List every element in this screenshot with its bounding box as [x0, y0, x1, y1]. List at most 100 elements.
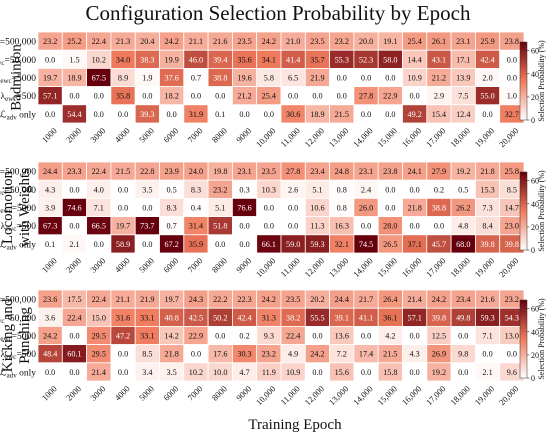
cell-value-label: 37.1	[407, 240, 421, 249]
cell-value-label: 27.8	[286, 167, 300, 176]
cell-value-label: 24.4	[43, 167, 57, 176]
cell-value-label: 0.0	[191, 92, 201, 101]
x-tick-label: 12,000	[302, 384, 326, 408]
cell-value-label: 74.5	[359, 240, 373, 249]
x-tick-label: 17,000	[424, 384, 448, 408]
cell-value-label: 41.4	[286, 55, 300, 64]
cell-value-label: 3.5	[142, 185, 152, 194]
cell-value-label: 23.8	[505, 37, 519, 46]
colorbar-tick-label: 20	[531, 351, 539, 360]
cell-value-label: 0.0	[94, 110, 104, 119]
cell-value-label: 21.8	[480, 167, 494, 176]
cell-value-label: 22.4	[92, 37, 106, 46]
cell-value-label: 58.9	[116, 240, 130, 249]
cell-value-label: 51.8	[213, 222, 227, 231]
cell-value-label: 18.9	[67, 74, 81, 83]
cell-value-label: 21.3	[116, 37, 130, 46]
colorbar	[519, 171, 528, 251]
x-tick-label: 9000	[234, 256, 253, 275]
x-tick-label: 8000	[210, 256, 229, 275]
cell-value-label: 76.6	[237, 204, 251, 213]
cell-value-label: 31.4	[189, 222, 203, 231]
cell-value-label: 23.5	[262, 167, 276, 176]
cell-value-label: 59.3	[310, 240, 324, 249]
cell-value-label: 2.4	[361, 185, 371, 194]
x-tick-label: 18,000	[448, 126, 472, 150]
cell-value-label: 22.4	[67, 313, 81, 322]
x-tick-label: 13,000	[327, 384, 351, 408]
cell-value-label: 0.1	[215, 110, 225, 119]
cell-value-label: 0.5	[458, 185, 468, 194]
cell-value-label: 21.6	[213, 37, 227, 46]
x-tick-label: 13,000	[327, 256, 351, 280]
row-label: ℒadv only	[0, 109, 36, 121]
cell-value-label: 59.0	[286, 240, 300, 249]
cell-value-label: 55.3	[335, 55, 349, 64]
cell-value-label: 10.9	[407, 74, 421, 83]
cell-value-label: 19.2	[456, 167, 470, 176]
cell-value-label: 0.0	[69, 368, 79, 377]
cell-value-label: 21.1	[189, 37, 203, 46]
cell-value-label: 39.8	[480, 240, 494, 249]
x-tick-label: 7000	[185, 256, 204, 275]
cell-value-label: 8.5	[507, 185, 517, 194]
cell-value-label: 0.0	[482, 110, 492, 119]
row-label: λewc=50,000	[0, 186, 36, 197]
cell-value-label: 0.0	[385, 110, 395, 119]
cell-value-label: 21.4	[92, 368, 106, 377]
cell-value-label: 21.8	[164, 350, 178, 359]
row-label: ℒadv only	[0, 367, 36, 379]
heatmap-panel: 24.4 23.3 22.4 21.5 22.8 23.9 24.0 19.8 23.1 23.5…	[0, 161, 546, 280]
cell-value-label: 26.4	[383, 295, 397, 304]
cell-value-label: 15.0	[92, 313, 106, 322]
cell-value-label: 35.9	[189, 240, 203, 249]
cell-value-label: 23.5	[237, 37, 251, 46]
cell-value-label: 0.1	[45, 240, 55, 249]
cell-value-label: 2.9	[434, 92, 444, 101]
cell-value-label: 7.1	[482, 332, 492, 341]
heatmap-panel: 23.2 25.2 22.4 21.3 20.4 24.2 21.1 21.6 23.5 24.2…	[0, 31, 546, 150]
cell-value-label: 23.8	[383, 167, 397, 176]
x-tick-label: 4000	[113, 256, 132, 275]
colorbar-tick-label: 60	[531, 177, 539, 186]
x-tick-label: 16,000	[400, 126, 424, 150]
cell-value-label: 0.0	[69, 222, 79, 231]
panel-label: with Weights	[17, 168, 33, 247]
cell-value-label: 22.9	[383, 92, 397, 101]
cell-value-label: 10.3	[262, 185, 276, 194]
cell-value-label: 0.0	[69, 332, 79, 341]
cell-value-label: 10.2	[189, 368, 203, 377]
x-tick-label: 18,000	[448, 256, 472, 280]
cell-value-label: 2.1	[482, 368, 492, 377]
cell-value-label: 33.1	[140, 313, 154, 322]
cell-value-label: 54.3	[505, 313, 519, 322]
row-label: λewc=50,000	[0, 56, 36, 67]
cell-value-label: 10.9	[286, 368, 300, 377]
cell-value-label: 52.3	[359, 55, 373, 64]
x-tick-label: 5000	[137, 126, 156, 145]
cell-value-label: 0.0	[142, 92, 152, 101]
cell-value-label: 0.0	[45, 368, 55, 377]
x-tick-label: 3000	[88, 256, 107, 275]
cell-value-label: 0.0	[410, 92, 420, 101]
cell-value-label: 0.0	[507, 55, 517, 64]
cell-value-label: 24.2	[43, 332, 57, 341]
colorbar-label: Selection Probability (%)	[537, 40, 546, 122]
cell-value-label: 0.7	[167, 222, 177, 231]
cell-value-label: 15.4	[432, 110, 446, 119]
cell-value-label: 8.3	[167, 204, 177, 213]
cell-value-label: 23.4	[310, 167, 324, 176]
cell-value-label: 13.6	[335, 332, 349, 341]
row-label: λewc=500	[1, 222, 37, 233]
x-tick-label: 3000	[88, 384, 107, 403]
cell-value-label: 0.0	[458, 332, 468, 341]
cell-value-label: 39.3	[140, 110, 154, 119]
x-tick-label: 19,000	[473, 384, 497, 408]
cell-value-label: 0.7	[191, 74, 201, 83]
cell-value-label: 20.4	[140, 37, 154, 46]
cell-value-label: 0.8	[337, 204, 347, 213]
cell-value-label: 4.8	[458, 222, 468, 231]
cell-value-label: 35.6	[237, 55, 251, 64]
cell-value-label: 0.0	[239, 240, 249, 249]
